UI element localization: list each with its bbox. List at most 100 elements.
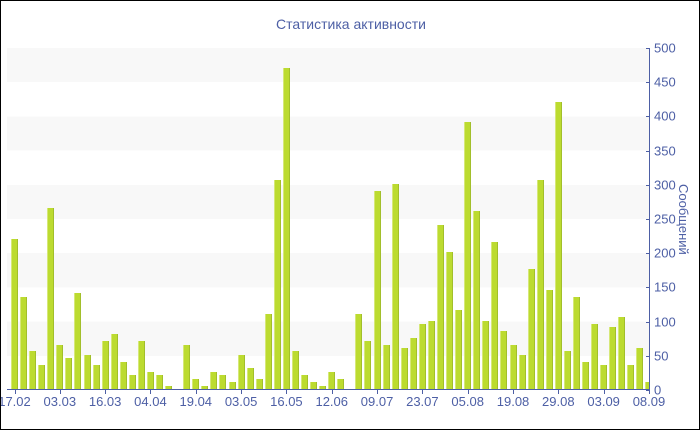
y-axis-tick bbox=[646, 287, 650, 289]
bar bbox=[201, 385, 209, 389]
bar bbox=[464, 122, 472, 389]
bar bbox=[618, 317, 626, 389]
y-tick-label: 400 bbox=[654, 108, 676, 124]
x-axis-tick bbox=[150, 390, 152, 394]
bar bbox=[301, 375, 309, 389]
x-axis-tick bbox=[286, 390, 288, 394]
bar bbox=[156, 375, 164, 389]
y-tick-label: 200 bbox=[654, 245, 676, 261]
bar bbox=[636, 347, 644, 389]
bar bbox=[609, 327, 617, 389]
bar bbox=[310, 382, 318, 389]
bar bbox=[110, 334, 118, 389]
bar bbox=[382, 344, 390, 389]
bar bbox=[491, 241, 499, 389]
x-tick-label: 12.06 bbox=[315, 394, 349, 409]
bar bbox=[373, 190, 381, 389]
bar bbox=[409, 337, 417, 389]
y-tick-label: 150 bbox=[654, 279, 676, 295]
y-tick-label: 100 bbox=[654, 314, 676, 330]
y-axis-tick bbox=[646, 82, 650, 84]
bar bbox=[273, 180, 281, 389]
y-tick-label: 350 bbox=[654, 143, 676, 159]
x-axis-tick bbox=[603, 390, 605, 394]
bar bbox=[101, 341, 109, 389]
x-tick-label: 03.09 bbox=[587, 394, 620, 409]
bar bbox=[65, 358, 73, 389]
bar bbox=[473, 211, 481, 389]
bar bbox=[20, 296, 28, 389]
bar bbox=[500, 330, 508, 389]
bar bbox=[627, 365, 635, 389]
x-tick-label: 23.07 bbox=[406, 394, 439, 409]
bar bbox=[645, 382, 649, 389]
bar bbox=[237, 354, 245, 389]
y-tick-label: 450 bbox=[654, 74, 676, 90]
x-axis-tick bbox=[105, 390, 107, 394]
bar bbox=[591, 324, 599, 389]
x-tick-label: 05.08 bbox=[451, 394, 484, 409]
x-tick-label: 16.05 bbox=[270, 394, 303, 409]
y-axis-tick bbox=[646, 355, 650, 357]
bar bbox=[128, 375, 136, 389]
bar bbox=[536, 180, 544, 389]
x-tick-label: 08.09 bbox=[632, 394, 666, 409]
bar bbox=[137, 341, 145, 389]
y-axis-tick bbox=[646, 116, 650, 118]
y-tick-label: 250 bbox=[654, 211, 676, 227]
bar bbox=[246, 368, 254, 389]
bar bbox=[572, 296, 580, 389]
bar bbox=[210, 371, 218, 389]
x-tick-label: 29.08 bbox=[542, 394, 575, 409]
bar bbox=[509, 344, 517, 389]
bar bbox=[74, 293, 82, 389]
bar bbox=[391, 183, 399, 389]
bar bbox=[455, 310, 463, 389]
bar bbox=[165, 385, 173, 389]
y-axis-tick bbox=[646, 321, 650, 323]
bar bbox=[582, 361, 590, 389]
x-axis-tick bbox=[648, 390, 650, 394]
x-axis-tick bbox=[241, 390, 243, 394]
bar bbox=[328, 371, 336, 389]
bar bbox=[183, 344, 191, 389]
bar bbox=[337, 378, 345, 389]
bar bbox=[437, 224, 444, 389]
bar bbox=[219, 375, 227, 389]
y-tick-label: 300 bbox=[654, 177, 676, 193]
y-axis-tick bbox=[646, 253, 650, 255]
x-tick-label: 03.05 bbox=[224, 394, 258, 409]
y-axis-tick bbox=[646, 48, 650, 49]
bar bbox=[446, 252, 454, 389]
x-tick-label: 19.08 bbox=[496, 394, 530, 409]
bar bbox=[83, 354, 91, 389]
bar bbox=[527, 269, 535, 389]
bar bbox=[400, 347, 408, 389]
x-axis-tick bbox=[422, 390, 424, 394]
x-tick-label: 19.04 bbox=[179, 394, 213, 409]
bar bbox=[563, 351, 571, 389]
bar bbox=[264, 313, 272, 389]
bar bbox=[38, 365, 46, 389]
x-axis-tick bbox=[377, 390, 379, 394]
y-axis-tick bbox=[646, 219, 650, 220]
y-tick-label: 500 bbox=[654, 40, 676, 56]
bar bbox=[427, 320, 435, 389]
x-axis-tick bbox=[195, 390, 197, 394]
x-axis-tick bbox=[59, 390, 61, 394]
x-axis-tick bbox=[467, 390, 469, 394]
bar bbox=[355, 313, 363, 389]
bar bbox=[418, 324, 426, 389]
bar bbox=[146, 371, 154, 389]
y-axis-tick bbox=[646, 390, 650, 391]
chart-title: Статистика активности bbox=[276, 16, 426, 32]
bar bbox=[482, 320, 490, 389]
bar bbox=[192, 378, 200, 389]
x-tick-label: 03.03 bbox=[43, 394, 77, 409]
x-tick-label: 09.07 bbox=[360, 394, 394, 409]
bar bbox=[228, 382, 236, 389]
x-axis-tick bbox=[331, 390, 333, 394]
bar bbox=[119, 361, 127, 389]
bar bbox=[47, 207, 55, 389]
